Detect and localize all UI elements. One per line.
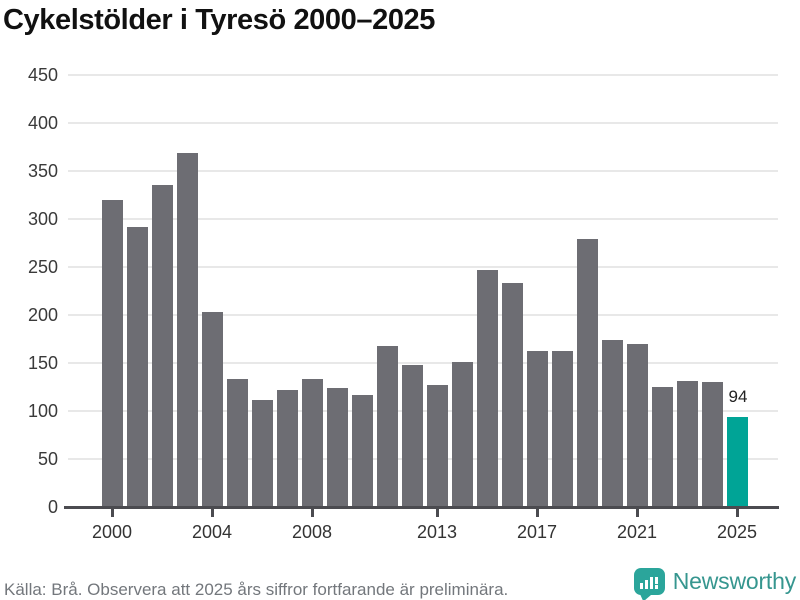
- bar-2003: [176, 152, 198, 507]
- bar-2012: [401, 364, 423, 507]
- y-tick-label-450: 450: [27, 65, 58, 85]
- gridline-50: [68, 458, 778, 460]
- bar-2015: [476, 269, 498, 507]
- x-tick-2017: [535, 508, 539, 517]
- bar-2006: [251, 400, 273, 507]
- y-tick-label-0: 0: [47, 497, 58, 517]
- x-tick-label-2004: 2004: [191, 522, 233, 542]
- gridline-150: [68, 362, 778, 364]
- newsworthy-logo: Newsworthy: [633, 562, 796, 600]
- bar-2023: [676, 381, 698, 507]
- bar-2004: [201, 312, 223, 507]
- x-tick-label-2000: 2000: [91, 522, 133, 542]
- x-tick-label-2008: 2008: [291, 522, 333, 542]
- gridline-400: [68, 122, 778, 124]
- bar-2018: [551, 351, 573, 507]
- bar-2011: [376, 345, 398, 507]
- y-tick-label-250: 250: [27, 257, 58, 277]
- gridline-450: [68, 74, 778, 76]
- x-tick-label-2017: 2017: [516, 522, 558, 542]
- y-tick-label-350: 350: [27, 161, 58, 181]
- newsworthy-wordmark: Newsworthy: [672, 567, 796, 594]
- x-tick-label-2013: 2013: [416, 522, 458, 542]
- newsworthy-speech-bubble-bar-chart-icon: [633, 567, 665, 600]
- bar-value-annotation: 94: [728, 386, 748, 406]
- bar-2005: [226, 379, 248, 507]
- bar-2002: [151, 185, 173, 507]
- y-tick-label-200: 200: [27, 305, 58, 325]
- bar-2013: [426, 385, 448, 507]
- gridline-200: [68, 314, 778, 316]
- x-tick-2008: [310, 508, 314, 517]
- x-tick-label-2025: 2025: [716, 522, 758, 542]
- speech-bubble-tail: [639, 593, 653, 600]
- bar-2022: [651, 387, 673, 507]
- y-tick-label-400: 400: [27, 113, 58, 133]
- x-tick-2021: [635, 508, 639, 517]
- bar-2000: [101, 199, 123, 507]
- bar-2019: [576, 239, 598, 507]
- bar-2009: [326, 387, 348, 507]
- y-tick-label-100: 100: [27, 401, 58, 421]
- y-tick-label-150: 150: [27, 353, 58, 373]
- bar-2010: [351, 394, 373, 507]
- bar-2025: [726, 416, 748, 507]
- y-tick-label-50: 50: [37, 449, 58, 469]
- bar-2020: [601, 339, 623, 507]
- gridline-300: [68, 218, 778, 220]
- gridline-350: [68, 170, 778, 172]
- x-tick-label-2021: 2021: [616, 522, 658, 542]
- source-note: Källa: Brå. Observera att 2025 års siffr…: [4, 580, 509, 599]
- x-tick-2004: [210, 508, 214, 517]
- bar-2001: [126, 226, 148, 507]
- x-axis-line: [64, 505, 779, 509]
- bar-2007: [276, 389, 298, 507]
- gridline-100: [68, 410, 778, 412]
- bar-2017: [526, 351, 548, 507]
- bar-2021: [626, 343, 648, 507]
- x-tick-2000: [110, 508, 114, 517]
- bar-2024: [701, 382, 723, 507]
- bar-2008: [301, 379, 323, 507]
- gridline-250: [68, 266, 778, 268]
- bar-2016: [501, 283, 523, 507]
- chart-title: Cykelstölder i Tyresö 2000–2025: [3, 4, 436, 36]
- x-tick-2013: [435, 508, 439, 517]
- x-tick-2025: [735, 508, 739, 517]
- y-tick-label-300: 300: [27, 209, 58, 229]
- bar-2014: [451, 362, 473, 507]
